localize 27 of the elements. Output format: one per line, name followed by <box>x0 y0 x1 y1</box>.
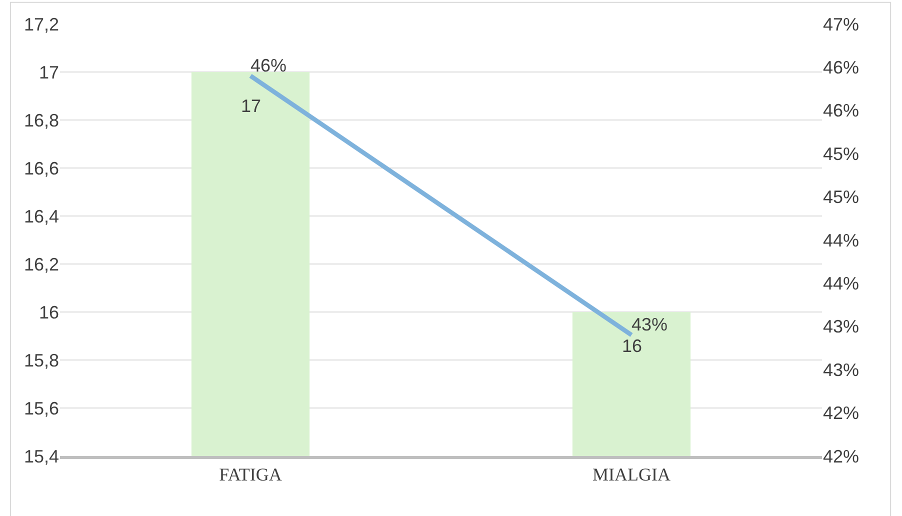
data-label: 46% <box>250 55 287 76</box>
y2-tick-label: 45% <box>823 187 860 208</box>
y-tick-label: 16 <box>38 302 59 322</box>
y-tick-label: 17 <box>38 62 59 82</box>
y2-tick-label: 43% <box>823 360 860 380</box>
y-tick-label: 15,6 <box>24 398 59 418</box>
y-tick-label: 16,6 <box>24 158 59 178</box>
y2-tick-label: 44% <box>823 230 860 250</box>
x-tick-label: FATIGA <box>219 464 282 485</box>
y-tick-label: 15,8 <box>24 350 59 370</box>
data-label: 17 <box>241 96 262 116</box>
y2-tick-label: 45% <box>823 144 860 164</box>
y2-tick-label: 42% <box>823 403 860 424</box>
y-tick-label: 15,4 <box>24 446 59 466</box>
y-tick-label: 16,8 <box>24 110 59 130</box>
data-label: 16 <box>622 336 642 356</box>
y2-tick-label: 44% <box>823 274 860 294</box>
y2-tick-label: 46% <box>823 58 860 78</box>
y-tick-label: 16,2 <box>24 254 59 274</box>
y-tick-label: 17,2 <box>24 14 59 34</box>
data-label: 43% <box>632 314 668 335</box>
x-tick-label: MIALGIA <box>592 464 670 485</box>
y2-tick-label: 42% <box>823 446 860 466</box>
y2-tick-label: 47% <box>823 14 860 34</box>
y2-tick-label: 43% <box>823 316 860 337</box>
y-tick-label: 16,4 <box>24 206 59 226</box>
y2-tick-label: 46% <box>823 100 860 121</box>
